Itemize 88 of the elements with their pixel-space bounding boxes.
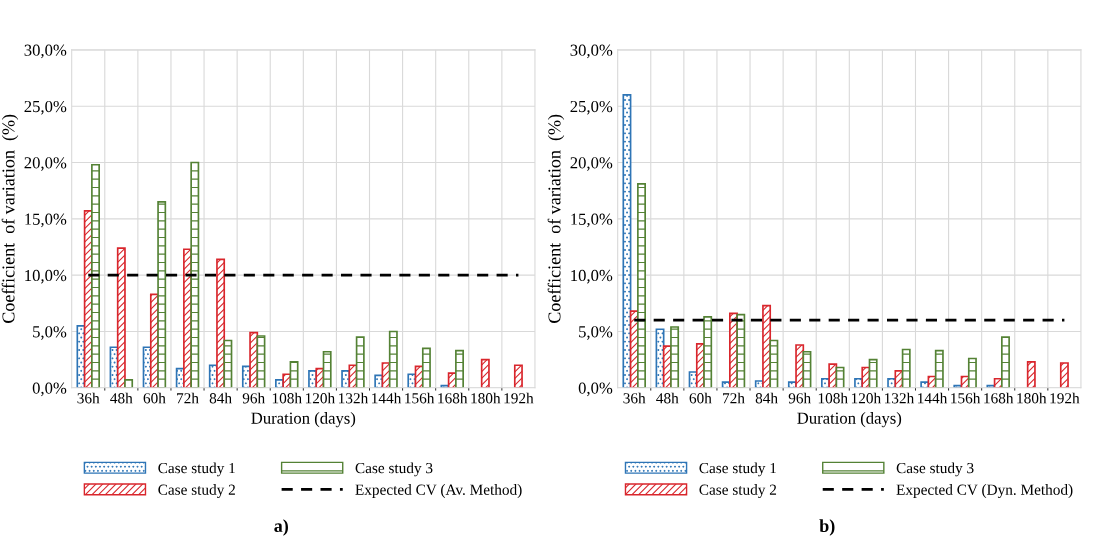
y-tick-label: 5,0% [579, 326, 613, 340]
bar [190, 161, 200, 388]
x-tick-label: 72h [723, 392, 745, 404]
bar [637, 183, 646, 388]
x-tick-label: 96h [788, 392, 811, 404]
bar [835, 366, 845, 388]
legend-label: Case study 2 [158, 484, 235, 498]
x-tick-label: 36h [77, 392, 100, 404]
x-tick-label: 36h [623, 392, 646, 404]
x-tick-label: 84h [755, 392, 778, 404]
bar [157, 201, 167, 388]
bar [802, 350, 812, 388]
x-tick-label: 84h [209, 392, 232, 404]
bar [421, 347, 431, 388]
x-tick-label: 108h [272, 392, 302, 404]
y-tick-label: 15,0% [25, 213, 67, 228]
legend-label: Case study 2 [699, 484, 777, 498]
y-tick-label: 5,0% [33, 326, 67, 340]
bar [355, 336, 365, 388]
y-axis-title: Coefficient of variation (%) [547, 114, 565, 323]
bar [622, 94, 632, 388]
x-tick-label: 72h [177, 392, 199, 404]
x-tick-label: 48h [656, 392, 679, 404]
y-tick-label: 25,0% [24, 100, 67, 115]
x-tick-label: 60h [689, 392, 712, 404]
y-tick-label: 15,0% [571, 213, 613, 228]
bar [1026, 361, 1036, 388]
x-tick-label: 156h [951, 392, 981, 404]
x-tick-label: 180h [471, 392, 501, 404]
x-tick-label: 192h [504, 392, 534, 404]
legend-label: Case study 1 [699, 462, 776, 477]
bar [967, 357, 977, 388]
bar [322, 350, 332, 388]
x-tick-label: 168h [438, 392, 468, 404]
text: b) [819, 519, 835, 536]
x-tick-label: 120h [305, 392, 335, 404]
bar [736, 313, 746, 388]
legend-label: Case study 3 [896, 462, 974, 477]
bar [769, 339, 779, 388]
x-tick-label: 108h [818, 392, 848, 404]
bar [455, 349, 464, 388]
bar [513, 364, 523, 388]
x-tick-label: 192h [1050, 392, 1080, 404]
bar [703, 315, 713, 388]
bar [223, 339, 233, 388]
bar [116, 247, 126, 388]
y-tick-label: 10,0% [25, 269, 67, 284]
y-tick-label: 25,0% [570, 100, 613, 115]
bar [480, 358, 490, 388]
bar [216, 258, 226, 388]
x-tick-label: 48h [110, 392, 133, 404]
x-tick-label: 144h [372, 392, 402, 404]
y-tick-label: 30,0% [570, 44, 613, 59]
y-axis-title: Coefficient of variation (%) [1, 114, 19, 323]
bar [388, 330, 398, 388]
bar [1001, 336, 1010, 388]
bar [670, 326, 680, 388]
y-tick-label: 20,0% [24, 157, 67, 171]
x-tick-label: 132h [339, 392, 369, 404]
x-tick-label: 180h [1017, 392, 1047, 404]
bar [91, 163, 100, 388]
legend-label: Case study 1 [158, 462, 235, 477]
x-tick-label: 60h [143, 392, 166, 404]
y-tick-label: 0,0% [578, 382, 613, 397]
x-tick-label: 120h [851, 392, 881, 404]
x-tick-label: 156h [405, 392, 435, 404]
text: a) [274, 519, 288, 536]
legend-label: Expected CV (Av. Method) [355, 484, 522, 498]
x-tick-label: 96h [242, 392, 265, 404]
x-tick-label: 168h [984, 392, 1014, 404]
x-axis-title: Duration (days) [251, 412, 356, 428]
bar [1059, 362, 1069, 388]
bar [828, 363, 838, 388]
bar [868, 358, 878, 388]
bar [934, 349, 944, 388]
x-tick-label: 132h [885, 392, 915, 404]
x-axis-title: Duration (days) [797, 412, 902, 428]
y-tick-label: 30,0% [24, 44, 67, 59]
y-tick-label: 0,0% [32, 382, 67, 397]
y-tick-label: 20,0% [570, 157, 613, 171]
bar [124, 379, 134, 388]
y-tick-label: 10,0% [571, 269, 613, 284]
x-tick-label: 144h [918, 392, 948, 404]
bar [256, 335, 266, 388]
legend-label: Case study 3 [355, 462, 433, 477]
legend-label: Expected CV (Dyn. Method) [896, 484, 1073, 498]
bar [901, 348, 911, 388]
bar [289, 361, 299, 388]
